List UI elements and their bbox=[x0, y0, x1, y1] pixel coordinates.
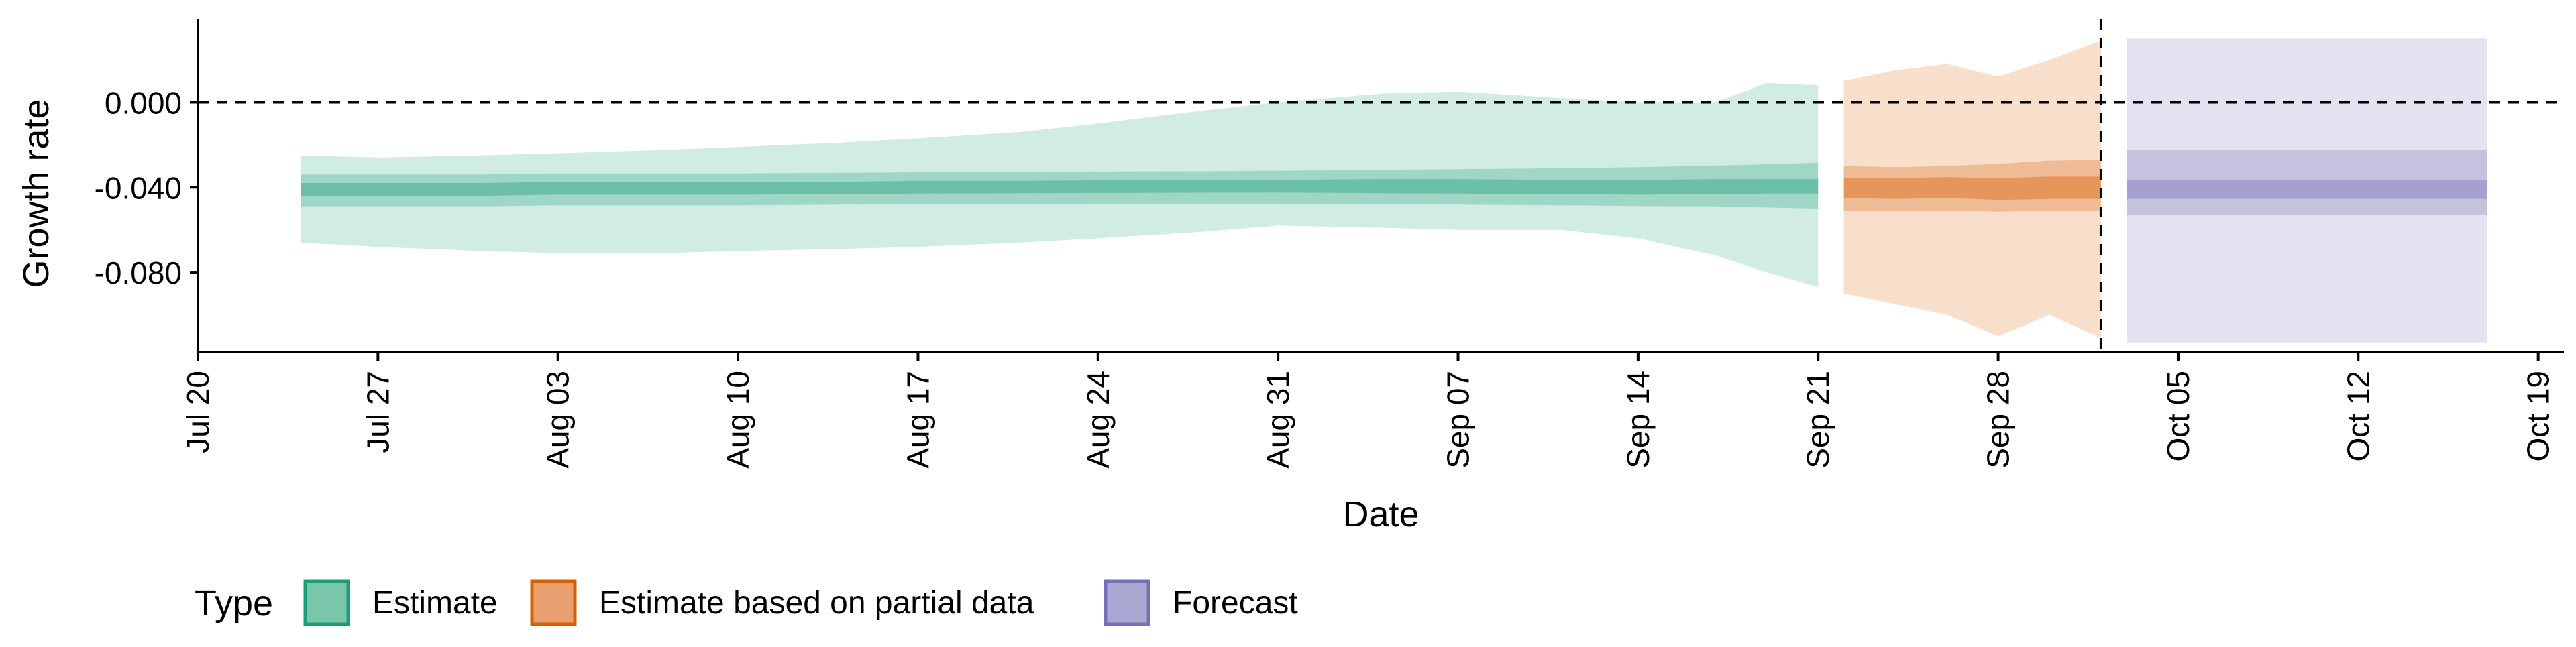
x-tick-label: Oct 12 bbox=[2341, 371, 2375, 462]
x-tick-label: Aug 31 bbox=[1260, 371, 1295, 469]
legend-title: Type bbox=[195, 583, 273, 624]
axes-layer bbox=[190, 19, 2564, 361]
x-tick-label: Oct 05 bbox=[2161, 371, 2196, 462]
estimate-based-on-partial-data-band-50 bbox=[1843, 176, 2101, 200]
estimate-band-50 bbox=[301, 179, 1819, 196]
legend-key-estimate bbox=[303, 579, 350, 626]
y-axis-label: Growth rate bbox=[16, 99, 56, 288]
legend-label-forecast: Forecast bbox=[1173, 585, 1298, 621]
legend-key-estimate-based-on-partial-data bbox=[530, 579, 577, 626]
x-axis-label: Date bbox=[1342, 494, 1419, 534]
bands-layer bbox=[301, 38, 2487, 343]
x-tick-label: Sep 07 bbox=[1441, 371, 1476, 469]
text-layer: Growth rate Date Type 0.000 -0.040 -0.080 J… bbox=[16, 85, 2556, 624]
forecast-band-50 bbox=[2127, 180, 2487, 199]
y-tick-label: -0.080 bbox=[95, 255, 182, 290]
x-tick-label: Jul 27 bbox=[360, 371, 395, 453]
forecast-band-95 bbox=[2127, 38, 2487, 343]
legend-label-estimate-based-on-partial-data: Estimate based on partial data bbox=[599, 585, 1034, 621]
x-tick-label: Oct 19 bbox=[2521, 371, 2556, 462]
estimate-band-95 bbox=[301, 82, 1819, 288]
y-tick-label: -0.040 bbox=[95, 170, 182, 205]
x-tick-label: Sep 14 bbox=[1621, 371, 1656, 469]
estimate-based-on-partial-data-band-95 bbox=[1843, 40, 2101, 339]
x-tick-label: Aug 10 bbox=[720, 371, 755, 469]
legend-label-estimate: Estimate bbox=[372, 585, 498, 621]
estimate-based-on-partial-data-band-75 bbox=[1843, 160, 2101, 212]
forecast-band-75 bbox=[2127, 150, 2487, 215]
x-tick-label: Sep 21 bbox=[1801, 371, 1835, 469]
legend-key-forecast bbox=[1104, 579, 1150, 626]
x-tick-label: Aug 17 bbox=[900, 371, 935, 469]
legend: Estimate Estimate based on partial data Fo… bbox=[303, 579, 1298, 626]
x-tick-label: Jul 20 bbox=[180, 371, 215, 453]
x-tick-label: Aug 03 bbox=[541, 371, 576, 469]
estimate-band-75 bbox=[301, 162, 1819, 209]
y-tick-label: 0.000 bbox=[105, 85, 182, 120]
x-tick-label: Sep 28 bbox=[1981, 371, 2016, 469]
x-tick-label: Aug 24 bbox=[1081, 371, 1116, 469]
